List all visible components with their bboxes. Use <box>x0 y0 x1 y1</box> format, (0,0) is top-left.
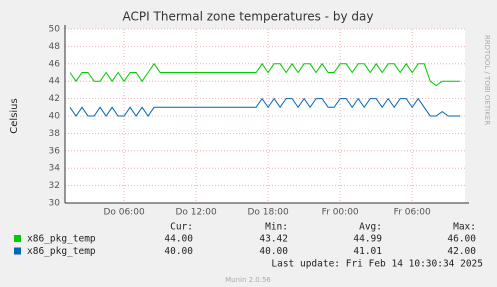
legend-stat: 41.01 <box>353 246 382 257</box>
legend-stat: 46.00 <box>447 234 476 245</box>
legend-swatch <box>14 247 21 255</box>
series-line <box>69 62 461 87</box>
legend-stat: 43.42 <box>259 234 288 245</box>
legend-header: Min: <box>265 222 288 233</box>
legend-stat: 44.99 <box>353 234 382 245</box>
legend-header: Avg: <box>359 222 382 233</box>
y-tick-label: 32 <box>49 181 60 191</box>
legend-header: Max: <box>453 222 476 233</box>
legend-stat: 40.00 <box>164 246 193 257</box>
legend-stat: 42.00 <box>447 246 476 257</box>
x-tick-label: Do 06:00 <box>103 208 145 218</box>
y-tick-label: 34 <box>49 164 61 174</box>
last-update: Last update: Fri Feb 14 10:30:34 2025 <box>271 259 483 270</box>
y-tick-label: 44 <box>49 77 61 87</box>
legend-header: Cur: <box>170 222 193 233</box>
series-line <box>69 97 461 117</box>
chart-title: ACPI Thermal zone temperatures - by day <box>123 10 374 24</box>
y-tick-label: 36 <box>49 146 61 156</box>
y-tick-label: 46 <box>49 59 61 69</box>
y-tick-label: 42 <box>49 94 60 104</box>
x-tick-label: Fr 00:00 <box>322 208 359 218</box>
y-tick-label: 38 <box>49 129 61 139</box>
y-axis-label: Celsius <box>9 98 20 133</box>
x-tick-label: Do 12:00 <box>175 208 217 218</box>
legend-stat: 44.00 <box>164 234 193 245</box>
side-label: RRDTOOL / TOBI OETIKER <box>483 35 491 125</box>
legend-swatch <box>14 235 21 242</box>
y-tick-label: 30 <box>49 199 61 209</box>
x-tick-label: Do 18:00 <box>248 208 290 218</box>
x-tick-label: Fr 06:00 <box>394 208 431 218</box>
y-tick-label: 50 <box>49 25 61 35</box>
footer: Munin 2.0.56 <box>225 276 271 284</box>
legend-stat: 40.00 <box>259 246 288 257</box>
y-tick-label: 48 <box>49 42 61 52</box>
legend-label: x86_pkg_temp <box>27 246 96 257</box>
legend-label: x86_pkg_temp <box>27 234 96 245</box>
y-tick-label: 40 <box>49 112 61 122</box>
